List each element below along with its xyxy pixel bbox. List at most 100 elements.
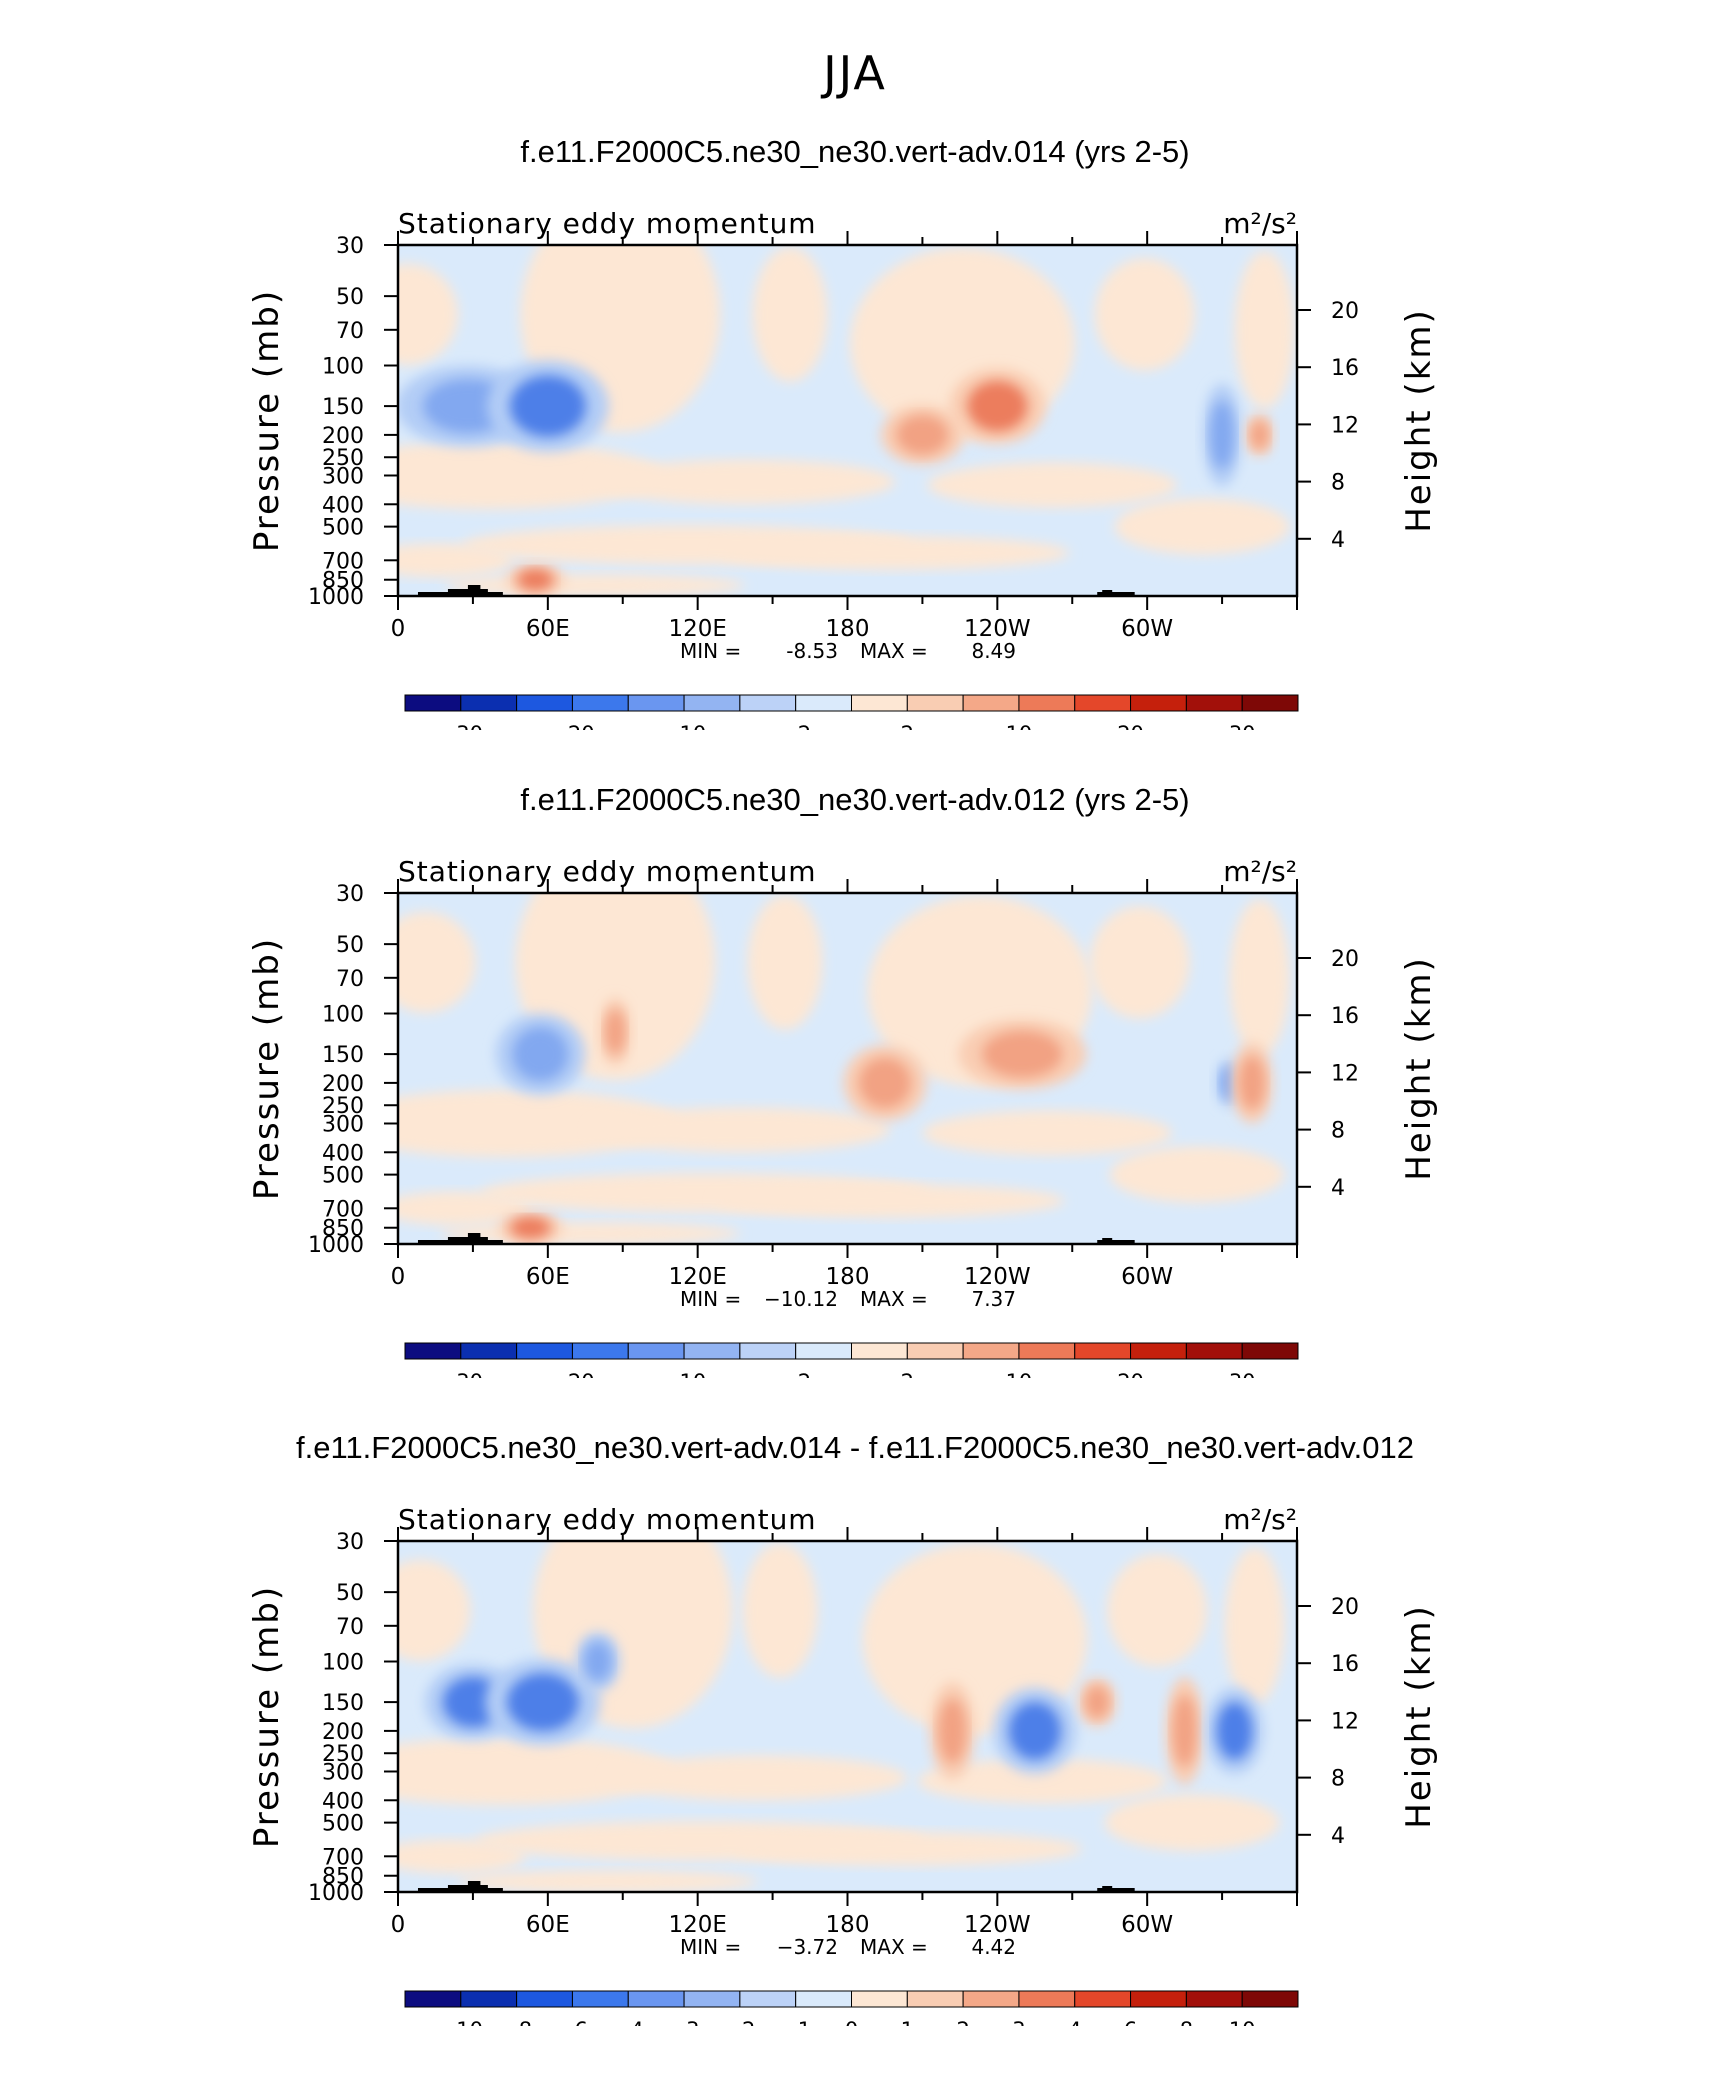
contour-feature <box>1216 1702 1253 1760</box>
x-tick-label: 0 <box>391 1912 406 1938</box>
colorbar-swatch <box>571 694 629 712</box>
colorbar-label: 20 <box>1117 1370 1144 1378</box>
x-tick-label: 120E <box>668 1912 726 1938</box>
colorbar-label: −30 <box>439 722 483 730</box>
y-tick-label: 500 <box>322 1812 364 1837</box>
colorbar-swatch <box>906 1990 964 2008</box>
colorbar-swatch <box>516 694 573 712</box>
colorbar-label: −10 <box>662 722 706 730</box>
y-tick-label: 400 <box>322 1789 364 1814</box>
x-tick-label: 60W <box>1121 616 1173 642</box>
colorbar-label: 30 <box>1229 722 1256 730</box>
x-tick-label: 0 <box>391 616 406 642</box>
colorbar-label: −3 <box>669 2018 700 2026</box>
contour-feature <box>1085 1685 1110 1719</box>
x-tick-label: 0 <box>391 1264 406 1290</box>
colorbar-swatch <box>571 1990 629 2008</box>
max-value: 8.49 <box>971 639 1016 663</box>
colorbar-label: 10 <box>1006 1370 1033 1378</box>
y-tick-label: 1000 <box>308 1881 364 1906</box>
x-tick-label: 120W <box>964 1264 1031 1290</box>
y-tick-label: 200 <box>322 1720 364 1745</box>
contour-feature <box>583 1641 612 1682</box>
panel-2: f.e11.F2000C5.ne30_ne30.vert-adv.012 (yr… <box>247 782 1439 1378</box>
colorbar-swatch <box>906 694 964 712</box>
colorbar-swatch <box>795 694 852 712</box>
colorbar-swatch <box>683 1342 741 1360</box>
colorbar-label: 20 <box>1117 722 1144 730</box>
y-tick-label: 100 <box>322 355 364 380</box>
x-tick-label: 180 <box>826 1912 870 1938</box>
y-tick-label: 250 <box>322 1094 364 1119</box>
y-axis-label: Pressure (mb) <box>247 937 287 1200</box>
y-right-axis-label: Height (km) <box>1399 956 1439 1181</box>
colorbar-label: −10 <box>662 1370 706 1378</box>
min-label: MIN = <box>680 639 741 663</box>
y-tick-label: 100 <box>322 1651 364 1676</box>
panel-title: f.e11.F2000C5.ne30_ne30.vert-adv.012 (yr… <box>520 782 1189 817</box>
contour-feature <box>1239 1055 1266 1110</box>
y-tick-label: 70 <box>336 319 364 344</box>
colorbar: −30 −20 −10 −2 2 10 20 30 <box>404 1342 1299 1378</box>
y-tick-label: 850 <box>322 1865 364 1890</box>
contour-field <box>398 1541 1297 1892</box>
colorbar-swatch <box>1130 694 1187 712</box>
colorbar-swatch <box>739 694 797 712</box>
y-tick-label: 300 <box>322 464 364 489</box>
y-right-tick-label: 12 <box>1331 1709 1359 1734</box>
panel-title: f.e11.F2000C5.ne30_ne30.vert-adv.014 - f… <box>296 1430 1414 1465</box>
colorbar-label: −20 <box>550 1370 594 1378</box>
y-right-tick-label: 16 <box>1331 1652 1359 1677</box>
y-tick-label: 500 <box>322 516 364 541</box>
colorbar-label: 1 <box>901 2018 914 2026</box>
colorbar-label: 2 <box>901 1370 914 1378</box>
contour-feature <box>512 1027 569 1082</box>
colorbar: −10−8−6−4−3−2−1012346810 <box>404 1990 1299 2026</box>
panel-subtitle: Stationary eddy momentum <box>398 855 817 888</box>
x-tick-label: 60E <box>526 1912 570 1938</box>
figure-title: JJA <box>823 46 887 100</box>
colorbar-label: −10 <box>439 2018 483 2026</box>
contour-feature <box>982 1030 1063 1078</box>
colorbar-swatch <box>1241 1342 1299 1360</box>
y-tick-label: 300 <box>322 1112 364 1137</box>
colorbar-label: 10 <box>1229 2018 1256 2026</box>
x-tick-label: 180 <box>826 616 870 642</box>
colorbar-swatch <box>460 694 518 712</box>
colorbar-swatch <box>571 1342 629 1360</box>
x-tick-label: 120W <box>964 1912 1031 1938</box>
colorbar-swatch <box>1185 694 1243 712</box>
y-tick-label: 150 <box>322 1691 364 1716</box>
colorbar-swatch <box>851 1990 908 2008</box>
colorbar-swatch <box>1074 1990 1132 2008</box>
y-tick-label: 1000 <box>308 585 364 610</box>
y-tick-label: 250 <box>322 1742 364 1767</box>
x-tick-label: 60W <box>1121 1264 1173 1290</box>
colorbar-label: −30 <box>439 1370 483 1378</box>
panel-subtitle: Stationary eddy momentum <box>398 207 817 240</box>
topography <box>417 1233 1135 1244</box>
colorbar-swatch <box>1130 1990 1187 2008</box>
colorbar-swatch <box>962 694 1020 712</box>
panel-1: f.e11.F2000C5.ne30_ne30.vert-adv.014 (yr… <box>247 134 1439 730</box>
y-tick-label: 200 <box>322 1072 364 1097</box>
contour-feature <box>510 1216 551 1239</box>
contour-feature <box>858 1057 911 1109</box>
colorbar-swatch <box>739 1990 797 2008</box>
x-tick-label: 120E <box>668 1264 726 1290</box>
colorbar-swatch <box>627 1342 685 1360</box>
y-tick-label: 150 <box>322 1043 364 1068</box>
colorbar-swatch <box>460 1990 518 2008</box>
colorbar-swatch <box>1074 694 1132 712</box>
units-label: m²/s² <box>1223 1503 1297 1536</box>
colorbar-swatch <box>1185 1990 1243 2008</box>
y-right-tick-label: 4 <box>1331 1824 1345 1849</box>
max-value: 7.37 <box>971 1287 1016 1311</box>
units-label: m²/s² <box>1223 207 1297 240</box>
min-label: MIN = <box>680 1935 741 1959</box>
colorbar-swatch <box>460 1342 518 1360</box>
colorbar-swatch <box>1018 694 1076 712</box>
colorbar-swatch <box>962 1342 1020 1360</box>
colorbar-swatch <box>404 1342 462 1360</box>
y-right-tick-label: 12 <box>1331 413 1359 438</box>
